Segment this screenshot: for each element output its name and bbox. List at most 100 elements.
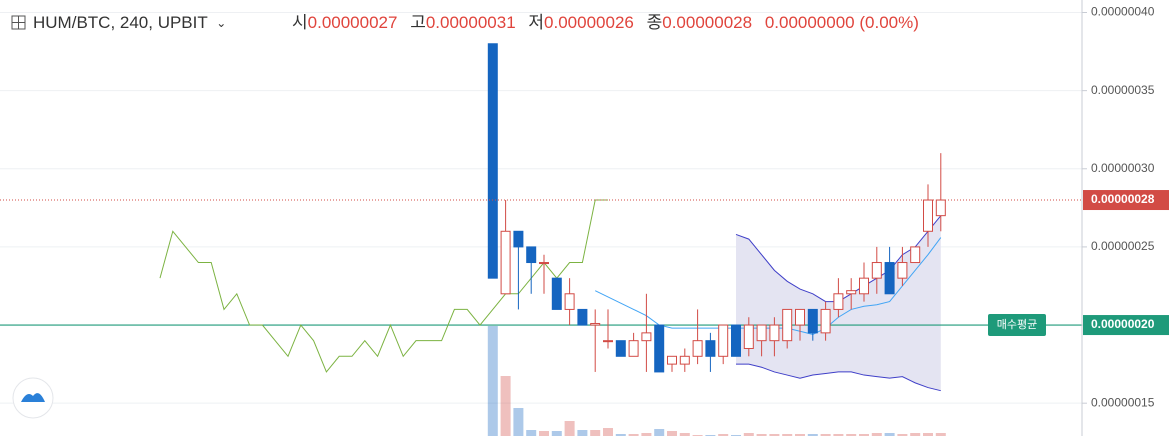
volume-bar	[782, 434, 793, 436]
open-value: 0.00000027	[308, 13, 398, 32]
y-tick-label: 0.00000030	[1091, 161, 1155, 175]
candle-body	[654, 324, 665, 373]
volume-bar	[846, 434, 857, 436]
avg-buy-tag	[988, 314, 1046, 337]
candle-body	[590, 322, 601, 326]
candle-body	[615, 340, 626, 357]
candle-body	[833, 293, 844, 310]
y-tick-label: 0.00000015	[1091, 395, 1155, 409]
volume-bar	[564, 421, 575, 436]
candle-body	[935, 199, 946, 217]
volume-bar	[526, 430, 537, 436]
candle-body	[513, 230, 524, 248]
band-lower	[736, 363, 941, 392]
dropdown[interactable]: ⌄	[216, 16, 226, 30]
candle-body	[526, 246, 537, 264]
candle-body	[884, 262, 895, 295]
candle-body	[795, 308, 805, 326]
candle-body	[769, 324, 780, 342]
candle-body	[718, 324, 729, 357]
candle-body	[539, 262, 549, 265]
volume-bar	[897, 434, 908, 436]
candle-body	[743, 324, 754, 349]
avg-buy-tag-label: 매수평균	[997, 318, 1037, 331]
volume-bar	[590, 430, 601, 436]
logo-icon	[21, 393, 45, 402]
candle-body	[820, 308, 831, 334]
change: 0.00000000 (0.00%)	[765, 13, 919, 32]
candle-body	[731, 324, 741, 357]
volume-bar	[807, 434, 818, 436]
volume-bar	[756, 434, 767, 436]
volume-bar	[513, 408, 524, 436]
volume-bar	[603, 428, 613, 436]
candle-body	[667, 355, 677, 365]
volume-bar	[769, 434, 780, 436]
candle-body	[782, 308, 793, 342]
volume-bar	[551, 431, 562, 436]
volume-bar	[628, 434, 639, 436]
y-tick-label: 0.00000040	[1091, 5, 1155, 19]
candle-body	[628, 340, 639, 357]
high-value: 0.00000031	[426, 13, 516, 32]
candle-body	[577, 308, 588, 326]
avg-buy-price-label: 0.00000020	[1091, 317, 1155, 331]
y-tick-label: 0.00000035	[1091, 83, 1155, 97]
volume-bar	[577, 430, 588, 436]
candle-body	[551, 277, 562, 310]
candle-body	[487, 43, 498, 279]
volume-bar	[679, 433, 690, 436]
low-value: 0.00000026	[544, 13, 634, 32]
close-label: 종	[647, 13, 663, 32]
candle-body	[871, 262, 882, 279]
low-label: 저	[528, 13, 544, 32]
candle-body	[564, 293, 575, 310]
close-value: 0.00000028	[662, 13, 752, 32]
candle-body	[859, 277, 869, 295]
open-label: 시	[292, 13, 308, 32]
volume-bar	[667, 431, 677, 436]
avg-buy-box	[1083, 315, 1169, 336]
last-price-box	[1083, 190, 1169, 211]
volume-bar	[743, 433, 754, 436]
volume-bar	[859, 434, 869, 436]
volume-bar	[654, 429, 665, 436]
symbol[interactable]: HUM/BTC, 240, UPBIT	[33, 13, 207, 32]
volume-bar	[884, 433, 895, 436]
candle-body	[603, 340, 613, 343]
compare-line	[159, 199, 608, 373]
candle-body	[910, 246, 921, 264]
candle-body	[705, 340, 716, 357]
plot	[0, 12, 1082, 436]
candle-body	[692, 340, 703, 357]
header-line: HUM/BTC, 240, UPBIT ⌄ 시0.00000027 고0.000…	[33, 13, 919, 32]
candle-body	[500, 230, 511, 295]
volume-bar	[923, 433, 933, 436]
volume-bar	[718, 434, 729, 436]
volume-bar	[820, 434, 831, 436]
ma-line	[594, 237, 942, 335]
volume-bar	[833, 434, 844, 436]
candle-body	[923, 199, 933, 232]
y-tick-label: 0.00000025	[1091, 239, 1155, 253]
candle-body	[679, 355, 690, 365]
volume-bar	[910, 433, 921, 436]
volume-bar	[539, 431, 549, 436]
candle-body	[641, 332, 652, 342]
candle-body	[756, 324, 767, 342]
volume-bar	[871, 433, 882, 436]
volume-bar	[615, 434, 626, 436]
volume-bar	[500, 376, 511, 436]
last-price-label: 0.00000028	[1091, 192, 1155, 206]
volume-bar	[641, 433, 652, 436]
volume-bar	[935, 433, 946, 436]
volume-bar	[487, 326, 498, 436]
candle-body	[807, 308, 818, 334]
volume-bar	[795, 434, 805, 436]
high-label: 고	[410, 13, 426, 32]
candle-body	[846, 290, 857, 295]
candle-body	[897, 262, 908, 279]
